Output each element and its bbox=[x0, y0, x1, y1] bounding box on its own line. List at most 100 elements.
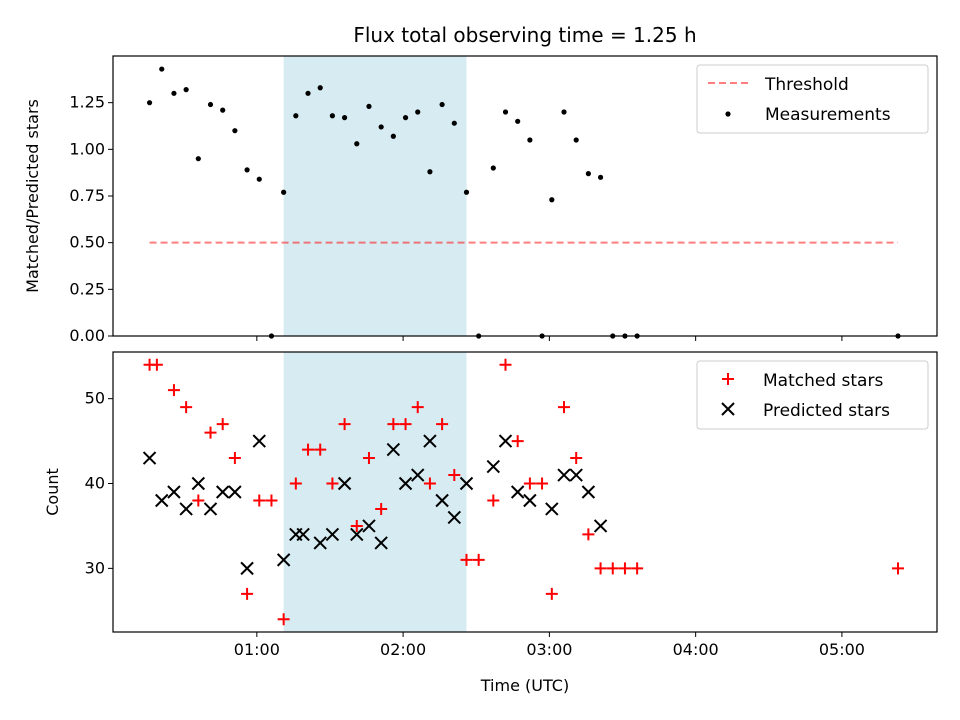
predicted-star-point bbox=[581, 485, 596, 499]
top-legend: Threshold Measurements bbox=[696, 64, 929, 134]
bottom-y-tick-label: 40 bbox=[85, 474, 105, 493]
top-legend-box bbox=[696, 64, 929, 134]
matched-star-point bbox=[448, 469, 461, 482]
predicted-star-point bbox=[325, 527, 340, 542]
predicted-star-point bbox=[486, 459, 501, 474]
measurement-point bbox=[402, 115, 409, 121]
matched-star-point bbox=[350, 519, 363, 532]
measurement-point bbox=[527, 137, 533, 143]
top-y-ticks: 0.00 0.25 0.50 0.75 1.00 1.25 bbox=[69, 93, 113, 345]
predicted-star-point bbox=[228, 485, 242, 499]
top-shaded-region bbox=[283, 56, 467, 336]
measurement-point bbox=[439, 101, 445, 108]
legend-matched-swatch bbox=[722, 373, 734, 385]
predicted-star-point bbox=[447, 510, 462, 525]
top-y-tick-label: 1.25 bbox=[69, 93, 105, 112]
measurement-point bbox=[549, 197, 555, 203]
measurement-point bbox=[317, 85, 323, 91]
measurement-point bbox=[573, 137, 579, 143]
bottom-legend-box bbox=[696, 360, 929, 430]
matched-star-point bbox=[423, 477, 436, 490]
matched-star-point bbox=[594, 562, 607, 575]
bottom-legend: Matched stars Predicted stars bbox=[696, 360, 929, 430]
predicted-star-point bbox=[252, 434, 266, 448]
matched-star-point bbox=[618, 562, 631, 575]
matched-star-point bbox=[472, 553, 485, 566]
measurement-point bbox=[390, 133, 396, 139]
top-y-tick-label: 0.75 bbox=[69, 186, 105, 205]
matched-star-point bbox=[570, 452, 583, 465]
predicted-star-point bbox=[386, 442, 401, 457]
measurement-point bbox=[281, 189, 287, 195]
matched-star-point bbox=[289, 477, 302, 490]
matched-star-point bbox=[241, 587, 254, 600]
measurement-point bbox=[329, 113, 336, 119]
measurement-point bbox=[146, 100, 153, 106]
matched-star-point bbox=[192, 494, 205, 507]
measurement-point bbox=[293, 113, 299, 119]
predicted-star-point bbox=[557, 468, 571, 482]
legend-measurements-label: Measurements bbox=[765, 105, 891, 125]
measurement-point bbox=[585, 171, 591, 177]
measurement-point bbox=[415, 109, 421, 115]
predicted-star-point bbox=[435, 493, 449, 508]
legend-predicted-swatch bbox=[721, 402, 735, 416]
predicted-star-point bbox=[510, 485, 525, 499]
bottom-y-tick-label: 50 bbox=[85, 389, 105, 408]
matched-star-point bbox=[150, 358, 163, 371]
predicted-star-point bbox=[459, 476, 474, 491]
matched-star-point bbox=[180, 401, 193, 414]
predicted-star-point bbox=[411, 468, 425, 482]
matched-star-point bbox=[523, 477, 536, 490]
bottom-y-axis-label: Count bbox=[43, 468, 62, 516]
matched-star-point bbox=[253, 494, 266, 507]
measurement-point bbox=[463, 189, 470, 195]
x-tick-label: 02:00 bbox=[380, 640, 426, 659]
legend-matched-label: Matched stars bbox=[763, 371, 883, 391]
predicted-star-points bbox=[142, 434, 608, 576]
matched-star-point bbox=[606, 562, 619, 575]
predicted-star-point bbox=[593, 519, 608, 533]
predicted-star-point bbox=[523, 493, 537, 508]
top-y-axis-label: Matched/Predicted stars bbox=[23, 99, 42, 293]
matched-star-point bbox=[314, 443, 327, 456]
legend-measurements-swatch bbox=[725, 111, 731, 117]
top-y-tick-label: 0.00 bbox=[69, 326, 105, 345]
matched-star-point bbox=[436, 418, 449, 431]
measurement-point bbox=[220, 107, 226, 113]
measurement-point bbox=[232, 128, 238, 134]
x-axis-label: Time (UTC) bbox=[480, 676, 569, 695]
measurement-point bbox=[195, 156, 201, 162]
measurement-points bbox=[146, 66, 901, 339]
predicted-star-point bbox=[142, 451, 157, 465]
measurement-point bbox=[515, 118, 521, 124]
matched-star-point bbox=[536, 477, 549, 490]
matched-star-point bbox=[265, 494, 278, 507]
matched-star-point bbox=[582, 528, 595, 541]
legend-threshold-label: Threshold bbox=[764, 75, 849, 95]
predicted-star-point bbox=[423, 434, 437, 448]
measurement-point bbox=[366, 103, 372, 109]
predicted-star-point bbox=[276, 553, 291, 567]
predicted-star-point bbox=[569, 468, 583, 482]
chart-title: Flux total observing time = 1.25 h bbox=[353, 23, 696, 47]
matched-star-point bbox=[277, 613, 290, 626]
matched-star-point bbox=[362, 452, 375, 465]
predicted-star-point bbox=[498, 434, 513, 448]
measurement-point bbox=[378, 124, 384, 130]
legend-predicted-label: Predicted stars bbox=[763, 401, 890, 421]
predicted-star-point bbox=[167, 485, 181, 499]
predicted-star-point bbox=[337, 476, 352, 491]
top-x-ticks bbox=[256, 336, 843, 341]
top-y-tick-label: 0.25 bbox=[69, 279, 105, 298]
measurement-point bbox=[207, 101, 214, 108]
bottom-y-ticks: 30 40 50 bbox=[85, 389, 113, 577]
bottom-panel: 30 40 50 01:00 02:00 03:00 04:00 05:00 Count T… bbox=[43, 351, 938, 695]
bottom-shaded-region bbox=[283, 352, 467, 632]
x-tick-label: 05:00 bbox=[819, 640, 865, 659]
x-tick-label: 04:00 bbox=[673, 640, 719, 659]
bottom-x-ticks: 01:00 02:00 03:00 04:00 05:00 bbox=[234, 632, 865, 659]
predicted-star-point bbox=[398, 476, 413, 491]
predicted-star-point bbox=[296, 527, 310, 542]
top-panel: 0.00 0.25 0.50 0.75 1.00 1.25 Matched/Predict… bbox=[23, 55, 938, 345]
